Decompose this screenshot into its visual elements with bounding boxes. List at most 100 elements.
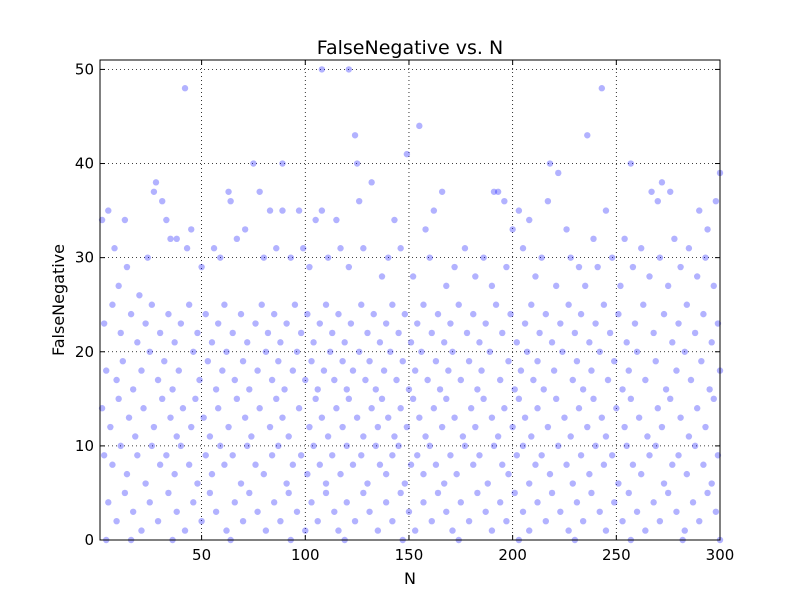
scatter-point: [660, 480, 668, 487]
scatter-point: [443, 395, 450, 403]
scatter-point: [138, 367, 145, 374]
scatter-point: [121, 216, 129, 224]
scatter-point: [185, 301, 193, 308]
scatter-point: [351, 132, 359, 139]
scatter-point: [445, 367, 452, 374]
scatter-point: [345, 395, 353, 403]
scatter-point: [329, 452, 336, 459]
chart-title: FalseNegative vs. N: [317, 37, 503, 59]
scatter-point: [633, 348, 641, 355]
scatter-point: [331, 376, 338, 384]
scatter-point: [279, 414, 286, 421]
scatter-point: [675, 452, 682, 459]
scatter-point: [499, 329, 506, 337]
scatter-point: [621, 423, 628, 431]
scatter-point: [129, 508, 137, 515]
scatter-point: [188, 226, 195, 233]
scatter-point: [266, 423, 274, 431]
scatter-point: [300, 245, 307, 252]
x-axis-label: N: [404, 569, 416, 588]
scatter-point: [225, 188, 232, 195]
scatter-point: [596, 508, 603, 515]
scatter-point: [563, 226, 570, 233]
scatter-point: [521, 414, 529, 421]
scatter-point: [376, 339, 384, 346]
scatter-point: [308, 357, 315, 365]
scatter-point: [378, 273, 386, 280]
scatter-point: [565, 527, 572, 534]
scatter-point: [163, 452, 170, 459]
scatter-point: [214, 320, 222, 327]
scatter-point: [511, 489, 518, 497]
scatter-point: [561, 414, 568, 421]
scatter-point: [704, 489, 711, 497]
scatter-point: [494, 433, 502, 440]
scatter-point: [708, 480, 715, 487]
scatter-point: [426, 254, 433, 261]
scatter-point: [656, 254, 664, 261]
scatter-point: [530, 376, 537, 384]
scatter-point: [331, 508, 338, 515]
scatter-point: [573, 357, 581, 365]
scatter-point: [156, 329, 164, 337]
scatter-point: [640, 301, 647, 308]
scatter-point: [418, 348, 425, 355]
scatter-point: [233, 235, 241, 243]
x-tick-label: 300: [706, 546, 735, 564]
scatter-point: [165, 489, 172, 497]
scatter-point: [532, 273, 539, 280]
scatter-point: [629, 461, 637, 468]
scatter-point: [654, 197, 661, 205]
scatter-point: [374, 423, 382, 431]
scatter-point: [654, 405, 661, 412]
scatter-point: [302, 527, 309, 534]
scatter-point: [219, 367, 226, 374]
scatter-point: [664, 489, 672, 497]
scatter-point: [154, 517, 162, 525]
scatter-point: [304, 470, 311, 478]
scatter-point: [484, 480, 491, 487]
scatter-point: [169, 386, 176, 393]
scatter-point: [154, 376, 162, 384]
scatter-point: [297, 452, 305, 459]
scatter-point: [260, 470, 268, 478]
scatter-point: [474, 386, 481, 393]
scatter-point: [652, 357, 659, 365]
scatter-point: [650, 329, 657, 337]
scatter-point: [358, 301, 365, 308]
scatter-point: [691, 329, 699, 337]
scatter-point: [441, 480, 448, 487]
scatter-point: [712, 508, 720, 515]
x-tick-label: 200: [498, 546, 527, 564]
scatter-point: [293, 348, 301, 355]
scatter-point: [615, 310, 622, 318]
scatter-point: [505, 470, 512, 478]
scatter-point: [165, 310, 172, 318]
scatter-point: [685, 245, 693, 252]
scatter-point: [125, 414, 133, 421]
scatter-point: [573, 499, 581, 506]
scatter-point: [642, 376, 649, 384]
scatter-point: [119, 357, 127, 365]
scatter-point: [231, 499, 238, 506]
scatter-point: [497, 499, 504, 506]
scatter-point: [129, 386, 137, 393]
scatter-point: [349, 367, 357, 374]
data-points: [98, 66, 724, 544]
scatter-point: [204, 357, 212, 365]
scatter-point: [395, 442, 402, 450]
scatter-point: [349, 461, 357, 468]
scatter-point: [544, 197, 552, 205]
scatter-point: [239, 517, 247, 525]
scatter-point: [604, 376, 612, 384]
scatter-point: [472, 423, 479, 431]
plot-area-frame: [99, 59, 721, 541]
scatter-point: [451, 414, 458, 421]
scatter-point: [538, 254, 545, 261]
scatter-point: [557, 320, 564, 327]
scatter-point: [382, 320, 390, 327]
scatter-point: [360, 433, 367, 440]
scatter-point: [260, 254, 268, 261]
scatter-point: [117, 442, 124, 450]
